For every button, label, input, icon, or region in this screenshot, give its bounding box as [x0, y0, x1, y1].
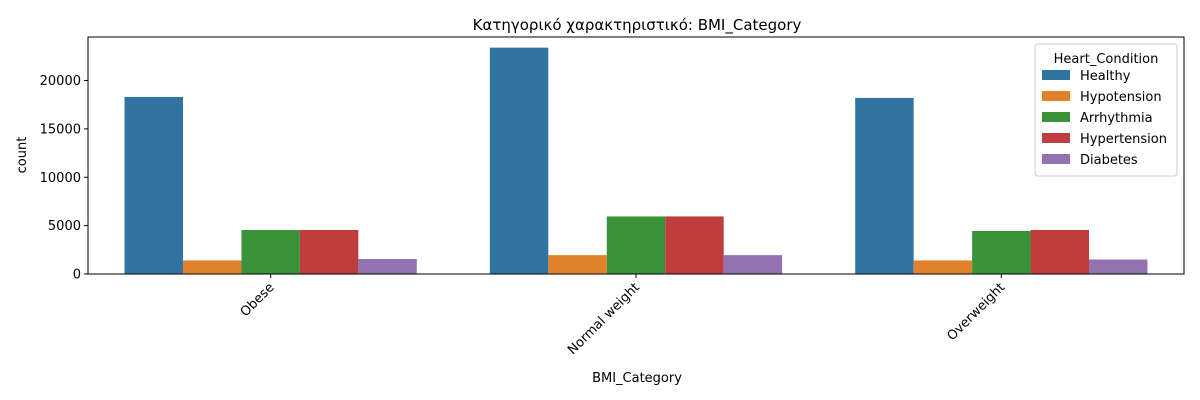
bar-arrhythmia-0: [241, 229, 300, 274]
y-tick-label: 5000: [48, 219, 81, 234]
bar-hypertension-1: [665, 216, 724, 274]
legend-swatch: [1042, 70, 1070, 80]
bar-hypotension-1: [548, 255, 607, 274]
y-tick-label: 15000: [40, 122, 81, 137]
bars: [124, 47, 1148, 274]
bar-hypotension-2: [913, 260, 973, 274]
y-axis-label: count: [15, 137, 30, 174]
legend: Heart_Condition Healthy Hypotension Arrhyt…: [1034, 43, 1178, 177]
x-axis-label: BMI_Category: [592, 371, 682, 386]
bar-diabetes-1: [723, 255, 783, 274]
bar-arrhythmia-2: [972, 230, 1031, 274]
y-tick-label: 20000: [40, 74, 81, 89]
y-axis: 0 5000 10000 15000 20000: [40, 74, 88, 283]
bar-healthy-0: [124, 96, 183, 274]
legend-title: Heart_Condition: [1054, 52, 1159, 67]
legend-label: Healthy: [1080, 69, 1131, 84]
legend-label: Hypertension: [1080, 132, 1167, 147]
legend-frame: [1034, 43, 1178, 177]
legend-swatch: [1042, 112, 1070, 122]
bar-hypertension-0: [299, 229, 359, 274]
bar-diabetes-2: [1089, 259, 1148, 274]
legend-swatch: [1042, 154, 1070, 164]
legend-label: Arrhythmia: [1080, 111, 1153, 126]
legend-label: Hypotension: [1080, 90, 1162, 105]
legend-items: Healthy Hypotension Arrhythmia Hypertension…: [1042, 69, 1167, 168]
y-tick-label: 0: [73, 268, 81, 283]
bar-diabetes-0: [358, 259, 417, 274]
y-tick-label: 10000: [40, 171, 81, 186]
bar-hypertension-2: [1030, 229, 1090, 274]
bar-healthy-2: [855, 97, 914, 274]
chart-title: Κατηγορικό χαρακτηριστικό: BMI_Category: [473, 16, 802, 35]
bar-healthy-1: [489, 47, 549, 274]
legend-label: Diabetes: [1080, 153, 1138, 168]
x-tick-label: Normal weight: [565, 280, 643, 358]
bar-hypotension-0: [182, 260, 242, 274]
x-axis: Obese Normal weight Overweight: [238, 274, 1008, 358]
legend-swatch: [1042, 133, 1070, 143]
legend-swatch: [1042, 91, 1070, 101]
x-tick-label: Obese: [238, 280, 278, 320]
bar-arrhythmia-1: [606, 216, 666, 274]
x-tick-label: Overweight: [944, 280, 1008, 344]
